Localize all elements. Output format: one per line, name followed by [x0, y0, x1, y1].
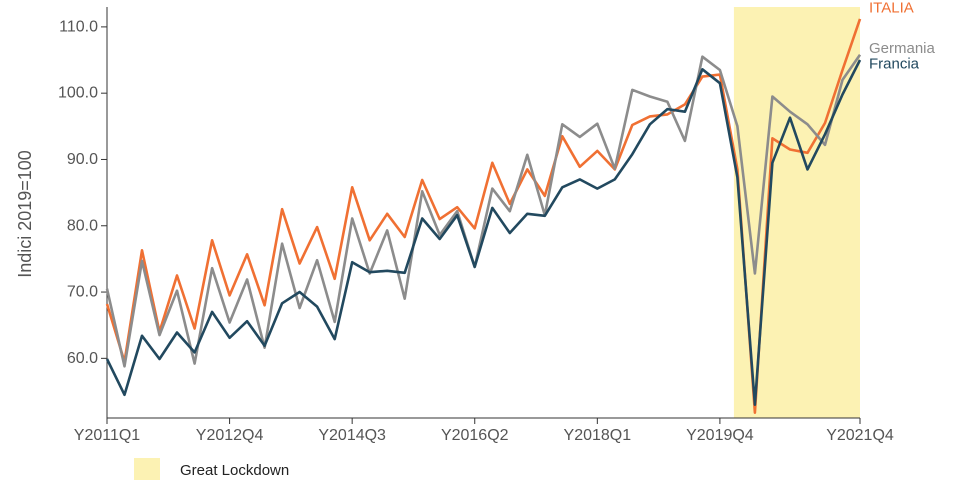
x-tick-label: Y2019Q4: [686, 427, 754, 444]
x-tick-label: Y2012Q4: [196, 427, 264, 444]
series-label-germania: Germania: [869, 40, 936, 57]
y-tick-label: 60.0: [67, 350, 98, 367]
series-label-italia: ITALIA: [869, 0, 914, 16]
series-label-francia: Francia: [869, 56, 920, 73]
y-tick-label: 90.0: [67, 151, 98, 168]
axes-layer: [106, 7, 860, 419]
x-tick-label: Y2014Q3: [318, 427, 386, 444]
y-axis-title: Indici 2019=100: [15, 150, 35, 278]
y-tick-label: 100.0: [58, 85, 98, 102]
series-lines-layer: [105, 18, 862, 415]
series-line-francia: [105, 59, 862, 407]
lockdown-shaded-region-layer: [733, 7, 860, 418]
y-tick-label: 70.0: [67, 284, 98, 301]
lockdown-shaded-region: [733, 7, 860, 418]
legend-swatch-great-lockdown: [134, 458, 160, 480]
x-tick-label: Y2011Q1: [74, 427, 141, 444]
y-ticks-layer: 60.0 70.0 80.0 90.0 100.0 110.0: [58, 18, 107, 367]
x-tick-label: Y2018Q1: [564, 427, 632, 444]
series-line-germania: [105, 53, 862, 368]
x-tick-label: Y2016Q2: [441, 427, 509, 444]
y-tick-label: 110.0: [59, 18, 98, 35]
y-tick-label: 80.0: [67, 217, 98, 234]
x-tick-label: Y2021Q4: [826, 427, 894, 444]
legend-label-great-lockdown: Great Lockdown: [180, 462, 289, 479]
x-ticks-layer: Y2011Q1 Y2012Q4 Y2014Q3 Y2016Q2 Y2018Q1 Y2019…: [74, 418, 894, 444]
legend: Great Lockdown: [134, 458, 289, 480]
series-line-italia: [105, 18, 862, 415]
